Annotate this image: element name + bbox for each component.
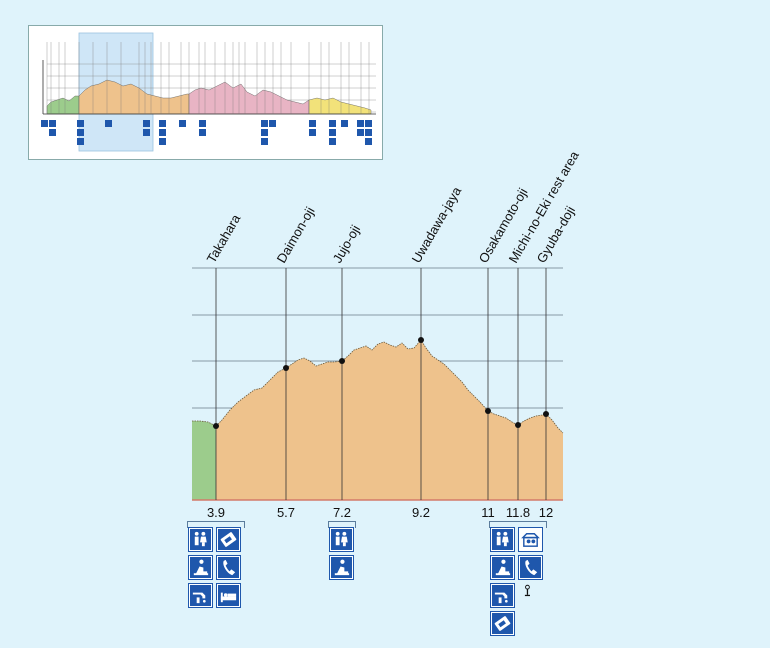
overview-facility-icon <box>77 129 84 136</box>
place-marker <box>339 358 345 364</box>
overview-facility-icon <box>329 120 336 127</box>
overview-facility-icon <box>143 129 150 136</box>
shop-icon <box>518 527 543 552</box>
overview-facility-icon <box>199 120 206 127</box>
overview-facility-icon <box>329 138 336 145</box>
km-tick-label: 11.8 <box>506 505 530 520</box>
toilet-icon <box>329 527 354 552</box>
overview-facility-icon <box>49 129 56 136</box>
overview-facility-icon <box>159 138 166 145</box>
overview-facility-icon <box>179 120 186 127</box>
place-label: Takahara <box>204 211 244 265</box>
overview-segment-area <box>308 97 372 115</box>
overview-facility-icon <box>77 120 84 127</box>
overview-facility-icon <box>261 120 268 127</box>
overview-facility-icon <box>41 120 48 127</box>
water-icon <box>188 583 213 608</box>
overview-facility-icon <box>199 129 206 136</box>
overview-facility-icon <box>159 120 166 127</box>
place-label: Jujo-oji <box>330 222 364 265</box>
overview-facility-icon <box>261 138 268 145</box>
overview-facility-icon <box>49 120 56 127</box>
place-label: Uwadawa-jaya <box>409 183 465 265</box>
overview-facility-icon <box>309 129 316 136</box>
km-tick-label: 12 <box>539 505 553 520</box>
rest-area-icon <box>490 555 515 580</box>
overview-facility-icon <box>357 120 364 127</box>
phone-icon <box>518 555 543 580</box>
place-marker <box>213 423 219 429</box>
place-marker <box>543 411 549 417</box>
overview-facility-icon <box>365 138 372 145</box>
bus-stop-icon <box>523 584 537 604</box>
ticket-icon <box>490 611 515 636</box>
place-marker <box>418 337 424 343</box>
segment-area-green <box>192 421 216 500</box>
overview-facility-icon <box>365 129 372 136</box>
km-tick-label: 9.2 <box>412 505 430 520</box>
place-marker <box>515 422 521 428</box>
overview-facility-icon <box>105 120 112 127</box>
overview-facility-icon <box>329 129 336 136</box>
overview-segment-area <box>188 81 310 115</box>
lodging-icon <box>216 583 241 608</box>
overview-facility-icon <box>143 120 150 127</box>
km-tick-label: 7.2 <box>333 505 351 520</box>
overview-facility-icon <box>261 129 268 136</box>
facility-bracket <box>489 521 547 528</box>
place-marker <box>283 365 289 371</box>
rest-area-icon <box>188 555 213 580</box>
overview-facility-icon <box>341 120 348 127</box>
phone-icon <box>216 555 241 580</box>
rest-area-icon <box>329 555 354 580</box>
profile-line <box>192 339 564 434</box>
toilet-icon <box>188 527 213 552</box>
overview-facility-icon <box>365 120 372 127</box>
place-label: Daimon-oji <box>274 204 318 265</box>
overview-map <box>28 25 383 160</box>
km-tick-label: 3.9 <box>207 505 225 520</box>
overview-facility-icon <box>269 120 276 127</box>
km-tick-label: 5.7 <box>277 505 295 520</box>
overview-profile <box>41 32 376 152</box>
overview-facility-icon <box>309 120 316 127</box>
water-icon <box>490 583 515 608</box>
segment-area-orange <box>216 340 563 500</box>
overview-facility-icon <box>77 138 84 145</box>
ticket-icon <box>216 527 241 552</box>
km-tick-label: 11 <box>481 505 495 520</box>
overview-facility-icon <box>159 129 166 136</box>
facility-bracket <box>187 521 245 528</box>
place-marker <box>485 408 491 414</box>
toilet-icon <box>490 527 515 552</box>
facility-bracket <box>328 521 356 528</box>
overview-facility-icon <box>357 129 364 136</box>
